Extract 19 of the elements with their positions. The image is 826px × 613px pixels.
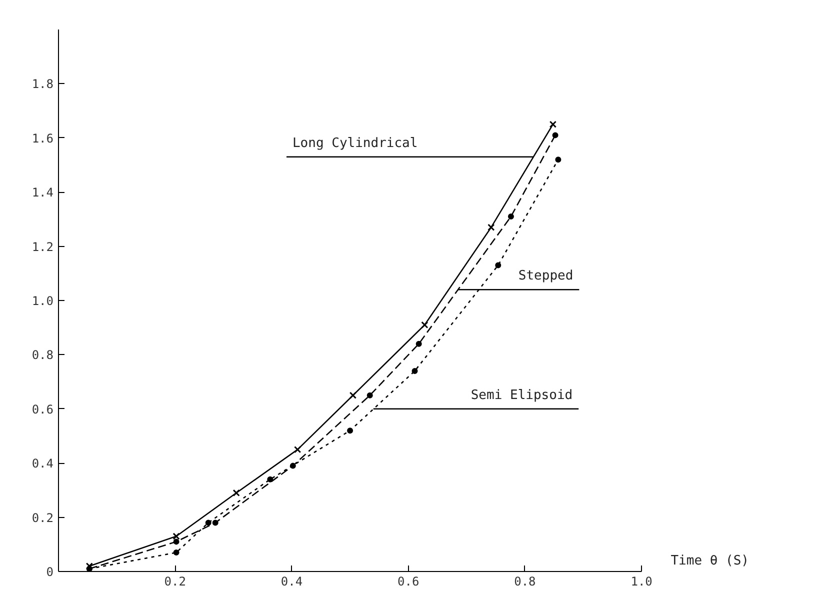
y-tick-label: 0: [46, 565, 54, 579]
y-tick-label: 0.8: [32, 348, 54, 362]
y-tick-label: 1.8: [32, 77, 54, 92]
annotation: Long Cylindrical: [292, 136, 418, 151]
y-tick-label: 1.0: [32, 294, 54, 308]
annotation: Stepped: [518, 268, 574, 284]
x-tick-label: 1.0: [630, 574, 652, 588]
y-tick-label: 0.6: [32, 402, 54, 416]
y-tick-label: 0.2: [32, 510, 54, 525]
x-tick-label: 0.2: [164, 574, 186, 588]
y-tick-label: 1.4: [32, 186, 54, 200]
x-tick-label: 0.4: [280, 574, 303, 588]
x-tick-label: 0.8: [514, 574, 536, 588]
x-tick-label: 0.6: [398, 574, 420, 588]
y-tick-label: 0.4: [32, 456, 54, 471]
y-tick-label: 1.6: [32, 131, 54, 146]
annotation: Semi Elipsoid: [470, 388, 573, 403]
x-axis-title: Time θ (S): [670, 554, 750, 568]
y-tick-label: 1.2: [32, 240, 54, 254]
